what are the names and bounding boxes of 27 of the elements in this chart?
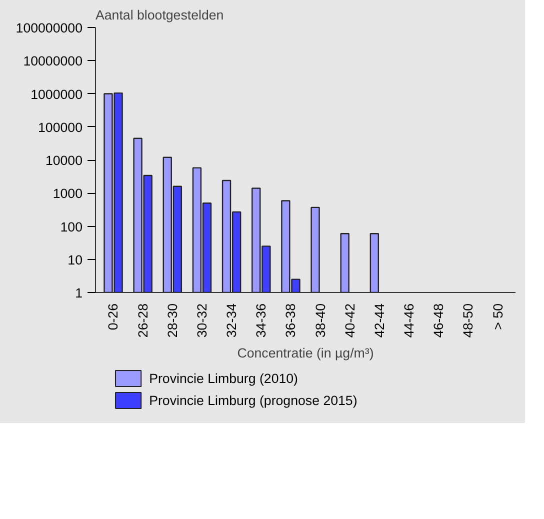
y-tick-label: 100000000 [16, 20, 83, 36]
x-tick-label: 46-48 [431, 303, 446, 338]
x-tick-label: 44-46 [402, 303, 417, 338]
x-tick-label: > 50 [490, 304, 506, 330]
x-tick-label: 32-34 [224, 302, 240, 338]
x-tick-label: 26-28 [135, 303, 150, 338]
y-tick-label: 100000 [38, 120, 83, 135]
legend-label: Provincie Limburg (prognose 2015) [149, 393, 358, 408]
y-tick-label: 1 [75, 286, 83, 300]
legend-label: Provincie Limburg (2010) [149, 371, 298, 386]
y-tick-label: 100 [60, 219, 83, 234]
x-tick-label: 38-40 [312, 303, 328, 338]
y-tick-label: 10 [68, 252, 83, 268]
x-tick-label: 0-26 [106, 303, 121, 330]
x-tick-label: 42-44 [372, 302, 387, 338]
x-tick-label: 48-50 [460, 303, 476, 338]
y-tick-label: 10000 [45, 153, 82, 168]
x-tick-label: 40-42 [342, 303, 358, 338]
x-axis-title: Concentratie (in µg/m³) [237, 346, 374, 361]
y-tick-label: 1000 [52, 186, 83, 202]
x-tick-label: 28-30 [164, 303, 180, 338]
x-tick-label: 30-32 [194, 303, 210, 338]
y-tick-label: 1000000 [30, 86, 83, 102]
x-tick-label: 34-36 [254, 303, 269, 338]
x-tick-label: 36-38 [283, 303, 298, 338]
y-axis-title: Aantal blootgestelden [96, 8, 224, 22]
y-tick-label: 10000000 [23, 54, 83, 69]
